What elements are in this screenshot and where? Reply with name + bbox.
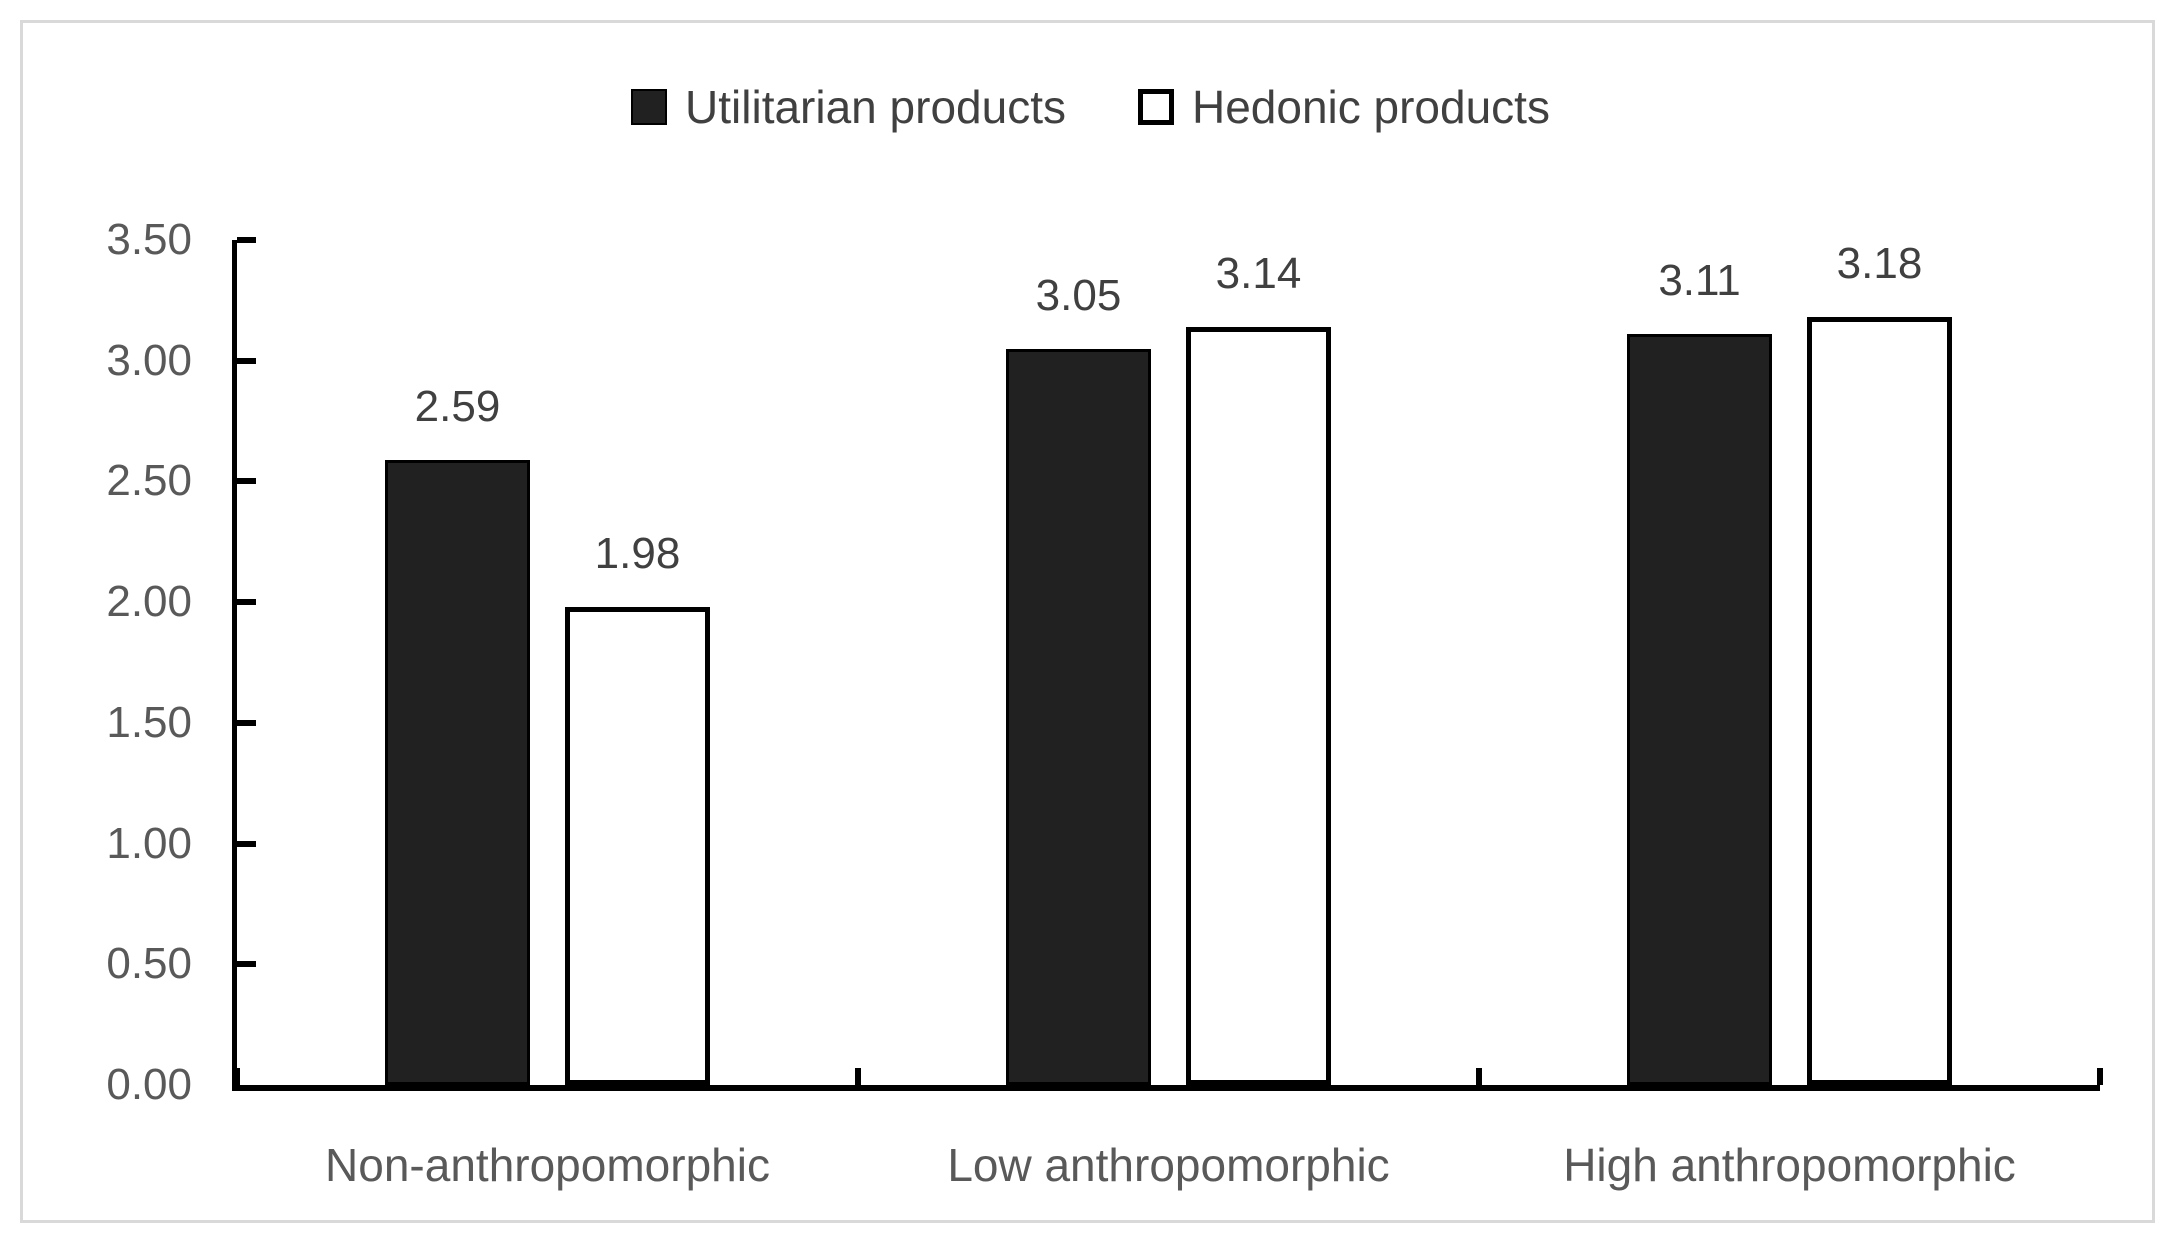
legend-swatch-icon <box>631 89 668 125</box>
bar-value-label: 3.11 <box>1658 256 1741 306</box>
y-axis-tick-mark <box>237 357 256 364</box>
bar-utilitarian-3 <box>1627 334 1772 1085</box>
y-axis-tick-label: 2.50 <box>106 456 192 506</box>
category-label-3: High anthropomorphic <box>1563 1139 2016 1191</box>
plot-area: 2.59 1.98 3.05 3.14 3.11 3.18 <box>232 237 2103 1091</box>
bar-value-label: 2.59 <box>414 381 501 431</box>
legend-label: Utilitarian products <box>685 81 1066 133</box>
x-axis-tick-mark <box>1476 1068 1482 1085</box>
legend-item-utilitarian: Utilitarian products <box>631 80 1066 134</box>
y-axis-tick-label: 3.50 <box>106 215 192 264</box>
legend-item-hedonic: Hedonic products <box>1137 80 1550 134</box>
bar-value-label: 1.98 <box>594 528 681 578</box>
y-axis-tick-mark <box>237 840 256 847</box>
y-axis-tick-mark <box>237 237 256 243</box>
y-axis-tick-label: 0.50 <box>106 939 192 989</box>
bar-hedonic-2 <box>1186 326 1331 1085</box>
legend-label: Hedonic products <box>1191 81 1550 133</box>
legend-swatch-icon <box>1137 89 1174 125</box>
y-axis-tick-label: 0.00 <box>106 1060 192 1109</box>
y-axis-tick-mark <box>237 961 256 968</box>
bar-value-label: 3.05 <box>1035 270 1122 320</box>
y-axis-tick-label: 1.50 <box>106 697 192 747</box>
bar-utilitarian-1 <box>385 459 530 1085</box>
y-axis-tick-label: 3.00 <box>106 335 192 385</box>
x-axis-tick-mark <box>855 1068 861 1085</box>
y-axis-tick-mark <box>237 478 256 485</box>
x-axis-tick-mark <box>234 1068 240 1085</box>
bar-value-label: 3.18 <box>1836 239 1923 289</box>
y-axis-tick-mark <box>237 719 256 726</box>
bar-hedonic-3 <box>1807 317 1952 1085</box>
y-axis-tick-label: 1.00 <box>106 818 192 868</box>
bar-value-label: 3.14 <box>1215 248 1302 298</box>
bar-utilitarian-2 <box>1006 348 1151 1085</box>
y-axis-tick-label: 2.00 <box>106 577 192 627</box>
x-axis-tick-mark <box>2097 1068 2103 1085</box>
category-label-2: Low anthropomorphic <box>947 1139 1390 1191</box>
y-axis-tick-mark <box>237 599 256 606</box>
chart-legend: Utilitarian products Hedonic products <box>0 80 2181 134</box>
bar-hedonic-1 <box>565 606 710 1085</box>
category-label-1: Non-anthropomorphic <box>325 1139 770 1191</box>
